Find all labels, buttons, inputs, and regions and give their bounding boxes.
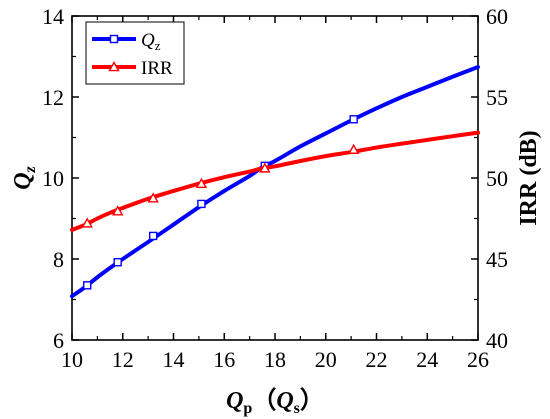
data-point-irr [195,177,208,188]
legend: Qz IRR [85,21,185,85]
y-left-tick-label: 14 [42,4,64,29]
x-tick-label: 16 [213,347,235,372]
y-right-tick-label: 55 [486,85,508,110]
legend-label-irr: IRR [141,58,173,79]
legend-label-sub: z [155,38,161,53]
legend-marker-irr [108,61,120,72]
x-tick-label: 22 [366,347,388,372]
series-irr [70,130,480,232]
data-point-qz [148,231,158,241]
series-layer [70,65,480,299]
series-qz [70,65,480,299]
legend-label-qz: Qz [141,30,161,53]
data-point-irr [259,162,271,173]
x-tick-label: 24 [416,347,438,372]
series-line-irr [70,130,480,232]
y-right-axis-title: IRR (dB) [516,130,542,225]
y-right-tick-label: 60 [486,4,508,29]
data-point-qz [349,115,358,124]
data-point-irr [147,192,159,203]
y-left-tick-label: 12 [42,85,64,110]
x-axis-title-paren-close: ） [300,387,324,414]
legend-marker-qz [109,34,119,44]
y-right-tick-label: 40 [486,328,508,353]
legend-box [85,21,185,85]
y-left-title-sub-z: z [22,165,39,173]
x-axis-title: Qp（Qs） [226,387,324,417]
x-axis-title-q2: Q [276,388,293,414]
y-right-tick-label: 50 [486,166,508,191]
series-line-qz [70,65,480,299]
x-tick-label: 12 [112,347,134,372]
y-left-tick-label: 6 [53,328,64,353]
y-left-axis-title: Qz [10,165,39,189]
legend-label-main: Q [141,30,155,51]
x-axis-title-sub-p: p [243,400,252,417]
x-axis-title-paren-open: （ [252,387,276,414]
y-left-tick-label: 8 [53,247,64,272]
data-point-irr [81,217,93,228]
data-point-irr [347,143,360,154]
x-axis-title-sub-s: s [294,400,300,417]
x-tick-label: 10 [61,347,83,372]
x-tick-label: 18 [264,347,286,372]
y-left-tick-label: 10 [42,166,64,191]
x-tick-label: 26 [467,347,489,372]
data-point-qz [113,258,122,267]
data-point-qz [83,281,92,290]
x-tick-label: 20 [315,347,337,372]
x-tick-label: 14 [163,347,185,372]
data-point-irr [111,205,124,216]
y-right-tick-label: 45 [486,247,508,272]
y-left-title-q: Q [10,172,36,189]
data-point-qz [197,199,206,209]
x-axis-title-q: Q [226,388,243,414]
legend-label-main: IRR [141,58,173,79]
axes-layer: 10 12 14 16 18 20 22 24 26681012144045505560Qp（Q… [10,4,542,417]
